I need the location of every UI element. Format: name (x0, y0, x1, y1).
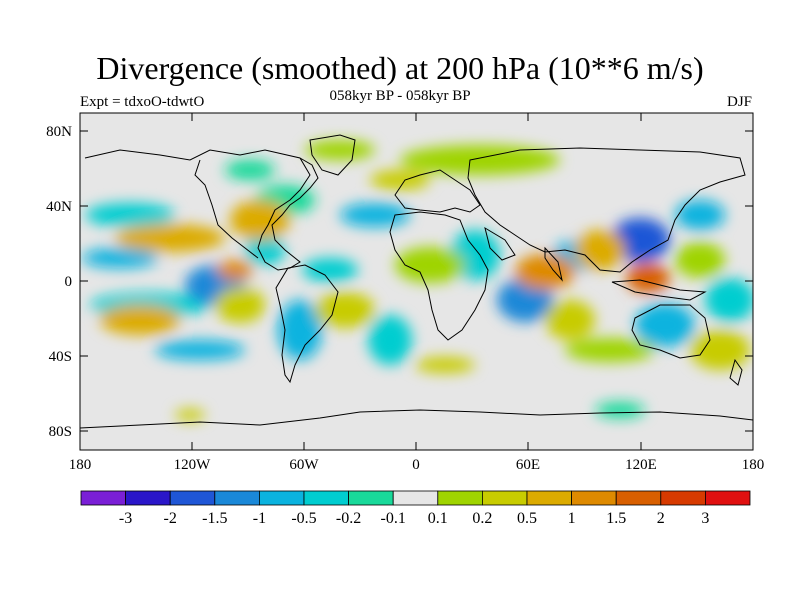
colorbar: -3 -2 -1.5 -1 -0.5 -0.2 -0.1 0.1 0.2 0.5 1 1.5 2 3 (80, 490, 751, 527)
colorbar-label: -2 (164, 510, 177, 527)
colorbar-swatch (303, 490, 349, 506)
colorbar-label: 1.5 (606, 510, 626, 527)
y-tick-label: 80S (49, 424, 72, 440)
colorbar-swatch (80, 490, 126, 506)
colorbar-swatch (214, 490, 260, 506)
y-tick-label: 80N (46, 124, 72, 140)
colorbar-label: 1 (568, 510, 576, 527)
colorbar-swatch (348, 490, 394, 506)
y-tick-label: 0 (65, 274, 73, 290)
coast-australia (631, 304, 711, 359)
colorbar-label: -1.5 (202, 510, 227, 527)
x-tick-label: 60W (289, 457, 319, 473)
coast-africa (389, 211, 489, 341)
x-tick-label: 120W (174, 457, 212, 473)
colorbar-label: -0.1 (381, 510, 406, 527)
y-tick-label: 40N (46, 199, 72, 215)
colorbar-label: -3 (119, 510, 132, 527)
coast-greenland (309, 134, 356, 176)
colorbar-swatch (660, 490, 706, 506)
plot-subtitle: 058kyr BP - 058kyr BP (329, 88, 471, 104)
colorbar-label: 0.1 (428, 510, 448, 527)
colorbar-swatch (437, 490, 483, 506)
x-tick-label: 180 (742, 457, 765, 473)
coast-north-america (84, 149, 319, 271)
coast-south-america (275, 264, 339, 384)
x-tick-label: 0 (412, 457, 420, 473)
coast-europe (394, 169, 481, 213)
colorbar-swatch (571, 490, 617, 506)
colorbar-swatch (481, 490, 528, 506)
x-tick-label: 180 (69, 457, 92, 473)
colorbar-label: 0.2 (472, 510, 492, 527)
divergence-field (80, 113, 753, 450)
colorbar-swatch (705, 490, 751, 506)
colorbar-label: 2 (657, 510, 665, 527)
coast-asia (467, 147, 746, 273)
colorbar-swatch (615, 490, 662, 506)
colorbar-label: -1 (253, 510, 266, 527)
coastlines (80, 134, 753, 429)
colorbar-label: -0.5 (291, 510, 316, 527)
x-tick-label: 120E (625, 457, 657, 473)
colorbar-swatch (169, 490, 216, 506)
coast-antarctica (80, 409, 753, 429)
experiment-label: Expt = tdxoO-tdwtO (80, 94, 205, 110)
x-tick-label: 60E (516, 457, 540, 473)
colorbar-swatch (392, 490, 439, 506)
season-label: DJF (726, 94, 752, 110)
y-tick-label: 40S (49, 349, 72, 365)
colorbar-swatch (125, 490, 171, 506)
colorbar-label: 3 (701, 510, 709, 527)
colorbar-swatch (526, 490, 572, 506)
plot-title: Divergence (smoothed) at 200 hPa (10**6 … (96, 50, 704, 86)
colorbar-swatch (258, 490, 305, 506)
colorbar-label: 0.5 (517, 510, 537, 527)
colorbar-label: -0.2 (336, 510, 361, 527)
